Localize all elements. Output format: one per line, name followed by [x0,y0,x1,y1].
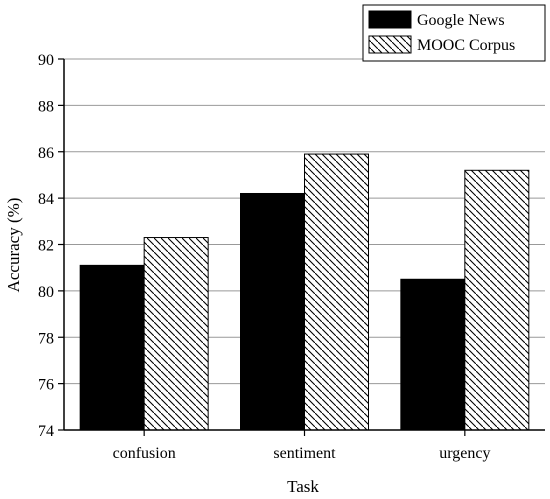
bar-urgency-google-news [400,278,466,431]
y-tick-label: 74 [38,423,54,440]
bar-sentiment-mooc-corpus [304,153,369,431]
bar-urgency-mooc-corpus [464,169,530,431]
x-axis-ticks: confusion sentiment urgency [113,430,490,462]
legend-swatch-mooc-corpus [368,35,412,54]
bars [79,153,530,431]
bar-sentiment-google-news [240,192,305,431]
y-axis-ticks: 74 76 78 80 82 84 86 88 90 [38,52,64,440]
y-tick-label: 90 [38,52,54,69]
y-tick-label: 80 [38,284,54,301]
y-tick-label: 78 [38,330,54,347]
y-tick-label: 84 [38,191,54,208]
y-tick-label: 86 [38,145,54,162]
y-tick-label: 88 [38,98,54,115]
y-tick-label: 82 [38,238,54,255]
legend-swatch-google-news [368,10,412,29]
bar-confusion-mooc-corpus [143,237,209,431]
bar-confusion-google-news [79,264,145,431]
legend-label: MOOC Corpus [417,37,515,54]
y-axis-title: Accuracy (%) [4,198,23,293]
x-axis-title: Task [287,477,319,496]
x-tick-label-urgency: urgency [439,445,490,462]
legend: Google News MOOC Corpus [362,4,546,62]
x-tick-label-sentiment: sentiment [273,445,336,462]
legend-label: Google News [417,12,505,29]
x-tick-label-confusion: confusion [113,445,176,462]
y-tick-label: 76 [38,377,54,394]
